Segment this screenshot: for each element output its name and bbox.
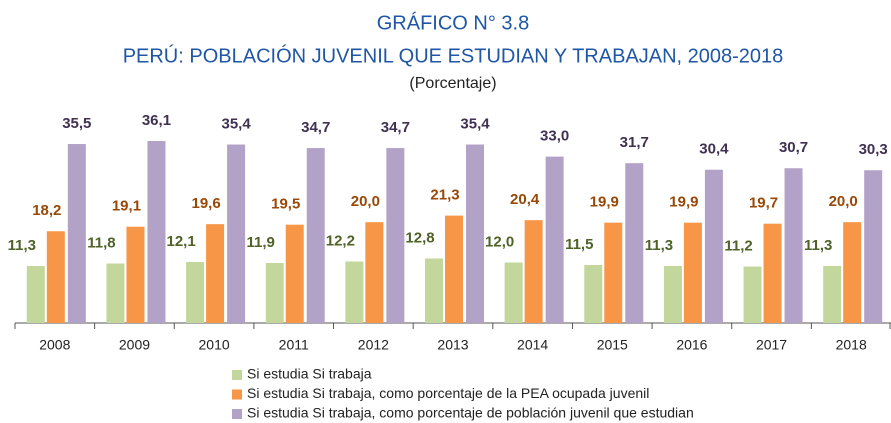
- value-label: 11,5: [565, 236, 593, 253]
- legend-label: Si estudia Si trabaja, como porcentaje d…: [247, 385, 649, 401]
- bar: [683, 222, 702, 323]
- value-label: 33,0: [540, 128, 569, 145]
- bar: [67, 144, 86, 323]
- legend-label: Si estudia Si trabaja, como porcentaje d…: [247, 405, 694, 421]
- x-tick-label: 2018: [836, 337, 867, 353]
- value-label: 12,8: [405, 229, 434, 246]
- legend-swatch: [232, 389, 242, 400]
- value-label: 19,5: [271, 196, 300, 213]
- x-tick-label: 2010: [199, 337, 230, 353]
- chart-subtitle: PERÚ: POBLACIÓN JUVENIL QUE ESTUDIAN Y T…: [123, 44, 784, 67]
- value-label: 11,3: [804, 237, 832, 254]
- bar: [46, 231, 65, 323]
- legend-swatch: [232, 370, 242, 380]
- bar: [345, 261, 364, 323]
- bar: [425, 258, 443, 323]
- bar: [843, 222, 862, 323]
- x-tick-label: 2014: [517, 337, 548, 353]
- value-label: 20,0: [829, 193, 858, 210]
- value-label: 30,3: [859, 141, 888, 158]
- value-label: 19,6: [191, 195, 220, 212]
- value-label: 19,9: [669, 194, 698, 211]
- bar: [206, 224, 225, 323]
- value-label: 30,7: [779, 139, 808, 156]
- value-label: 11,9: [247, 234, 275, 251]
- value-label: 19,1: [112, 198, 141, 215]
- value-label: 30,4: [699, 141, 729, 158]
- bar: [823, 266, 842, 323]
- value-label: 19,7: [749, 195, 778, 212]
- value-label: 34,7: [381, 119, 410, 136]
- value-label: 31,7: [620, 134, 649, 151]
- bar: [704, 169, 723, 323]
- value-label: 12,0: [485, 233, 514, 250]
- bar: [26, 266, 45, 323]
- x-tick-label: 2017: [756, 337, 787, 353]
- x-tick-label: 2013: [437, 337, 468, 353]
- bar: [743, 266, 762, 323]
- value-label: 11,3: [645, 237, 673, 254]
- bar: [186, 261, 205, 323]
- value-label: 11,3: [8, 237, 36, 254]
- unit-label: (Porcentaje): [409, 75, 496, 92]
- value-label: 11,8: [87, 234, 115, 251]
- x-tick-label: 2008: [39, 337, 70, 353]
- value-label: 20,0: [351, 193, 380, 210]
- bar: [604, 222, 623, 323]
- value-label: 18,2: [32, 202, 61, 219]
- bar: [584, 265, 603, 323]
- bar: [285, 224, 304, 323]
- x-tick-label: 2009: [119, 337, 150, 353]
- bar: [227, 144, 246, 323]
- bar: [386, 148, 405, 323]
- value-label: 35,5: [62, 115, 91, 132]
- bar: [784, 168, 803, 323]
- bar: [524, 220, 543, 323]
- bar: [365, 222, 384, 323]
- value-label: 12,1: [166, 233, 195, 250]
- bar: [545, 156, 564, 323]
- bar: [625, 163, 644, 323]
- value-label: 20,4: [510, 191, 540, 208]
- bar: [147, 141, 166, 323]
- bar: [445, 215, 463, 323]
- bar: [763, 223, 782, 323]
- value-label: 36,1: [142, 112, 171, 129]
- bar: [265, 263, 284, 323]
- bar: [306, 148, 325, 323]
- bar: [126, 226, 145, 323]
- x-tick-label: 2011: [279, 337, 309, 353]
- bar: [106, 263, 125, 323]
- x-tick-label: 2016: [676, 337, 707, 353]
- x-tick-label: 2015: [597, 337, 628, 353]
- bar: [864, 170, 883, 323]
- bar: [663, 266, 682, 323]
- value-label: 35,4: [221, 115, 251, 132]
- chart-title: GRÁFICO N° 3.8: [377, 11, 529, 34]
- bar: [466, 144, 484, 323]
- legend-swatch: [232, 409, 242, 419]
- value-label: 34,7: [301, 119, 330, 136]
- value-label: 35,4: [460, 115, 490, 132]
- x-tick-label: 2012: [358, 337, 389, 353]
- value-label: 21,3: [430, 187, 459, 204]
- value-label: 19,9: [590, 194, 619, 211]
- value-label: 11,2: [724, 238, 752, 255]
- legend-label: Si estudia Si trabaja: [247, 366, 372, 382]
- bar: [504, 262, 523, 323]
- value-label: 12,2: [326, 232, 355, 249]
